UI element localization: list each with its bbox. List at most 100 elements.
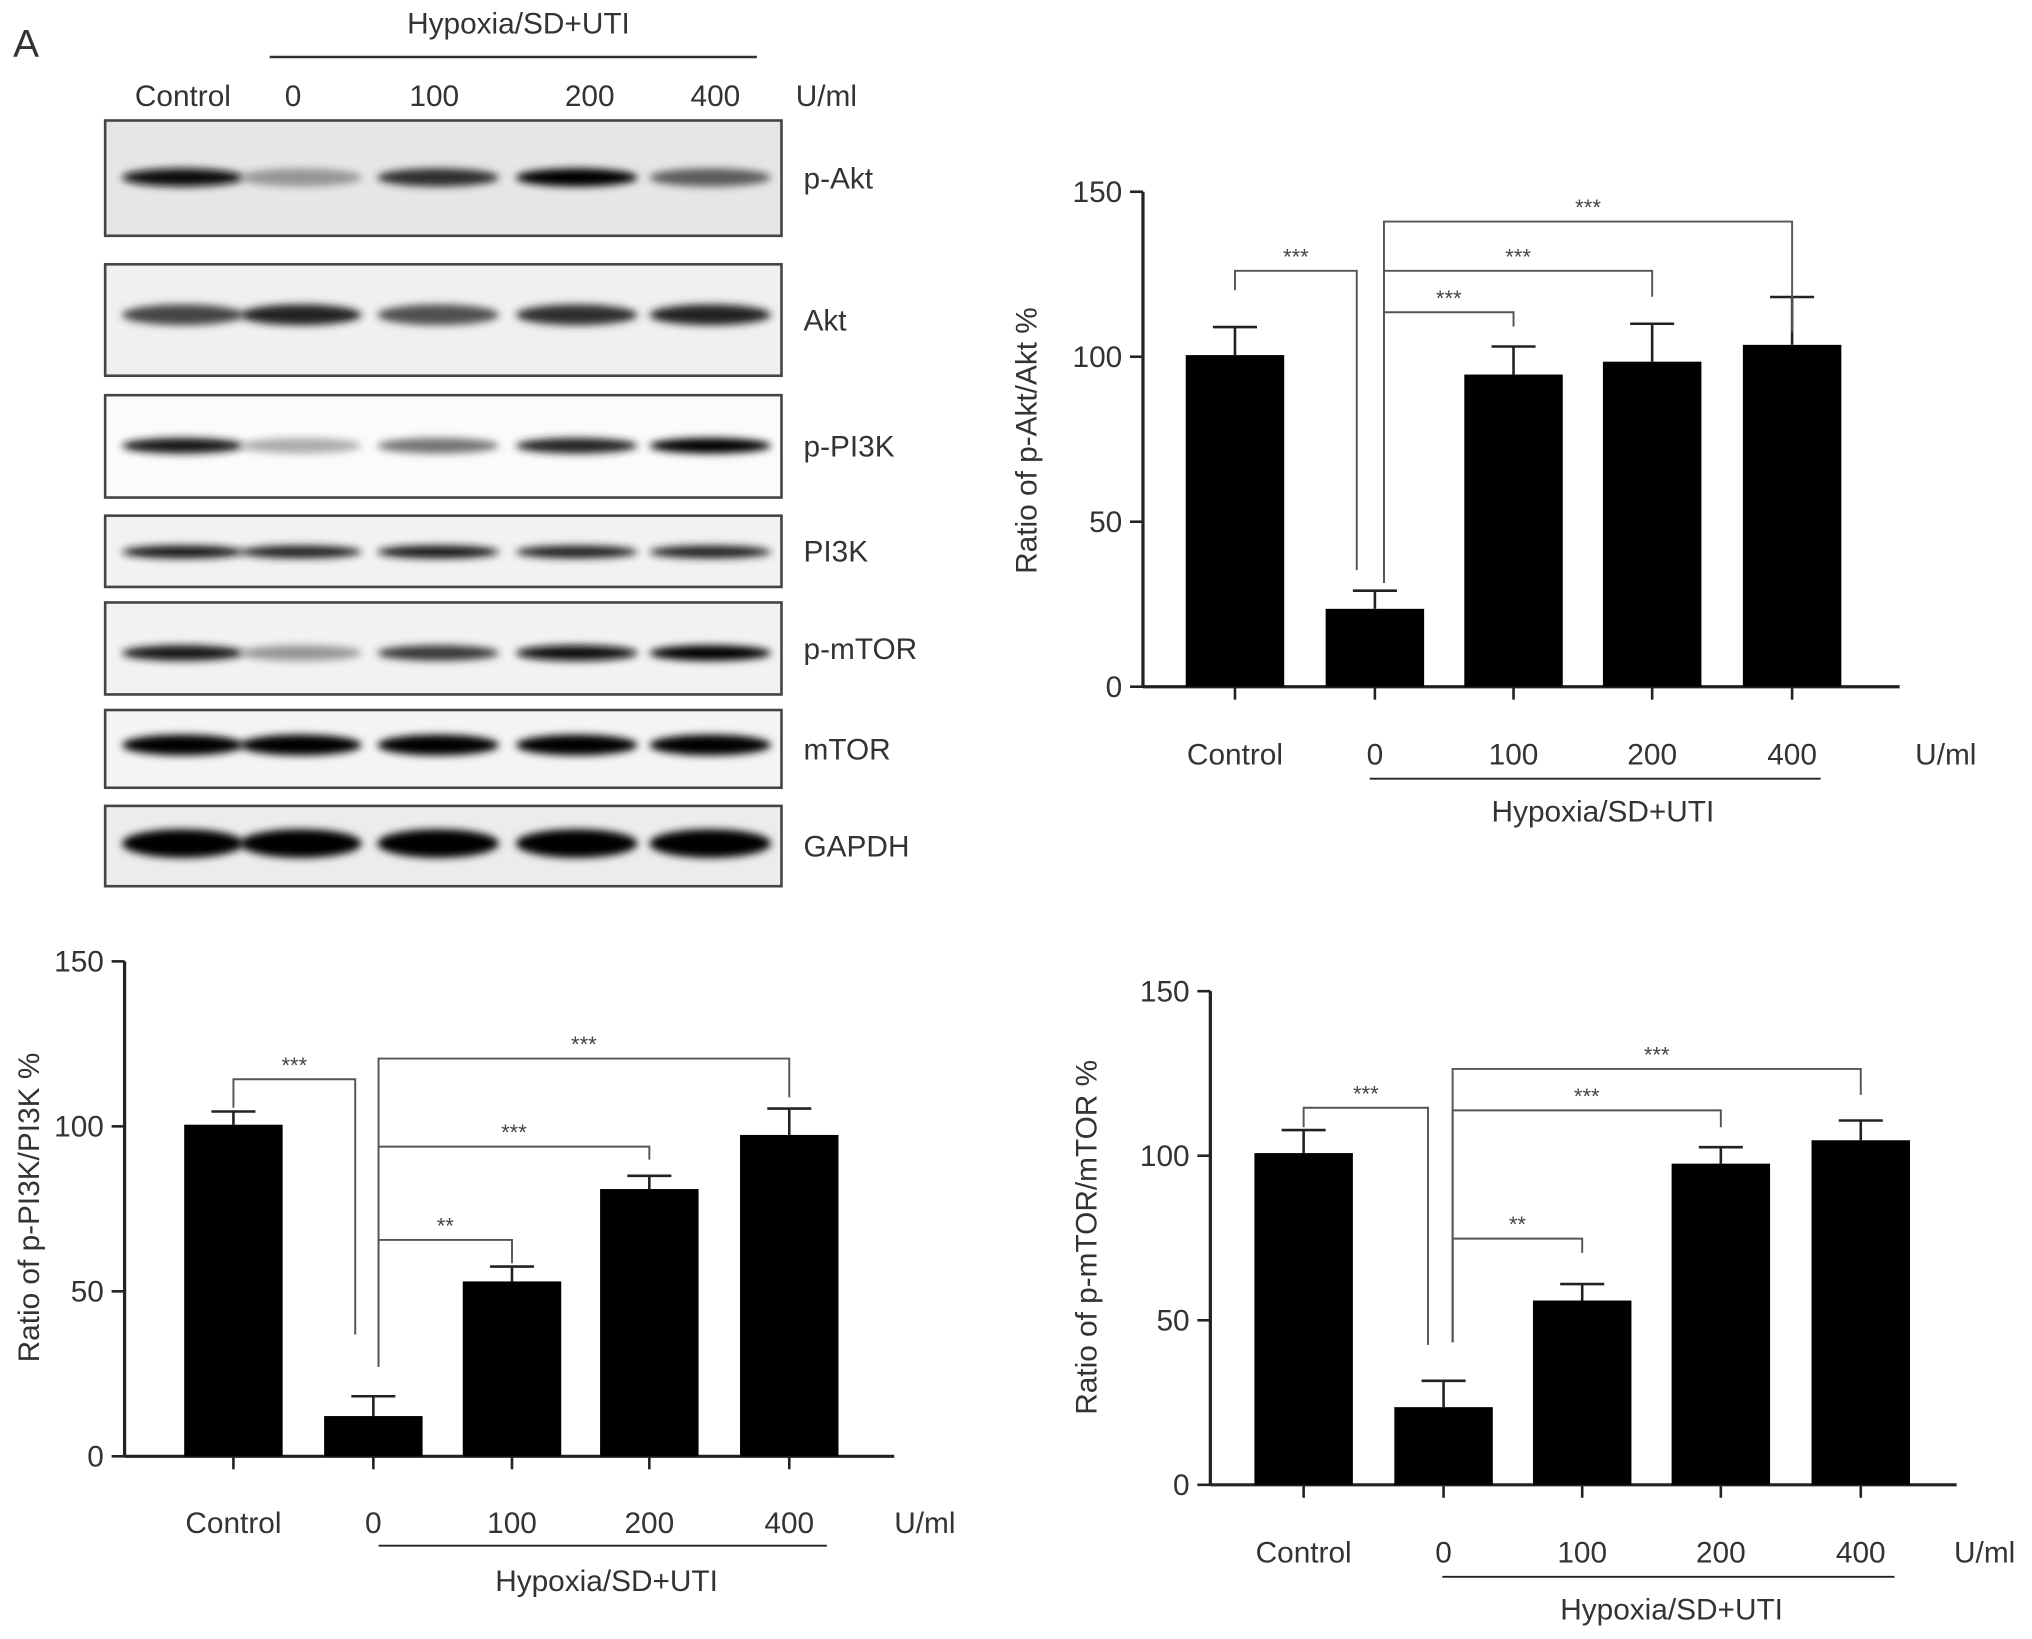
bar-control xyxy=(1254,1153,1353,1485)
bar-control xyxy=(1185,355,1285,687)
y-tick-label: 150 xyxy=(54,946,104,979)
bar-0 xyxy=(1394,1407,1493,1485)
x-tick-label: Control xyxy=(1187,738,1283,771)
bar-200 xyxy=(1602,361,1702,687)
blot-row-label: p-Akt xyxy=(804,163,874,196)
significance-label: *** xyxy=(1505,244,1531,269)
y-tick-label: 100 xyxy=(1073,341,1123,374)
blot-row-label: Akt xyxy=(804,304,848,337)
blot-row-label: p-mTOR xyxy=(804,633,918,666)
blot-unit-label: U/ml xyxy=(796,80,857,113)
bracket-line xyxy=(1382,220,1794,584)
blot-band xyxy=(122,304,244,326)
y-axis-label: Ratio of p-mTOR/mTOR % xyxy=(1070,1060,1103,1415)
blot-row-pi3k: PI3K xyxy=(103,514,869,589)
significance-label: *** xyxy=(281,1053,307,1078)
blot-band xyxy=(649,437,772,454)
blot-band xyxy=(377,829,500,858)
chart-2: 0 50 100 150 Ratio of p-PI3K/PI3K % Control 0 1… xyxy=(13,946,955,1598)
blot-band xyxy=(377,645,500,661)
blot-lane-label: Control xyxy=(135,80,231,113)
blot-band xyxy=(377,437,500,454)
y-tick-label: 50 xyxy=(71,1276,104,1309)
blot-band xyxy=(377,168,500,187)
significance-label: ** xyxy=(1509,1212,1527,1237)
blot-band xyxy=(649,734,772,756)
bar-charts: 0 50 100 150 Ratio of p-Akt/Akt % Control 0 100… xyxy=(13,176,2015,1626)
chart-3: 0 50 100 150 Ratio of p-mTOR/mTOR % Control 0 1… xyxy=(1070,976,2015,1627)
significance-bracket: *** xyxy=(377,1032,791,1367)
significance-label: *** xyxy=(571,1032,597,1057)
blot-row-p-pi3k: p-PI3K xyxy=(103,393,895,499)
significance-label: *** xyxy=(1436,286,1462,311)
group-label: Hypoxia/SD+UTI xyxy=(495,1565,718,1598)
blot-row-akt: Akt xyxy=(103,263,848,378)
bar-400 xyxy=(1811,1140,1910,1485)
x-tick-label: 100 xyxy=(487,1507,537,1540)
western-blot: Hypoxia/SD+UTI Control 0 100 200 400 U/ml p-Akt… xyxy=(103,8,918,888)
significance-label: *** xyxy=(1283,244,1309,269)
chart-1: 0 50 100 150 Ratio of p-Akt/Akt % Control 0 100… xyxy=(1011,176,1977,828)
blot-band xyxy=(122,168,244,187)
bar-400 xyxy=(740,1134,839,1457)
x-tick-label: 0 xyxy=(1435,1537,1452,1570)
significance-bracket: *** xyxy=(1302,1081,1429,1345)
y-axis-label: Ratio of p-PI3K/PI3K % xyxy=(13,1053,46,1363)
y-tick-label: 0 xyxy=(87,1441,104,1474)
bar-control xyxy=(184,1124,283,1457)
x-tick-label: 400 xyxy=(1836,1537,1886,1570)
y-tick-label: 100 xyxy=(54,1111,104,1144)
x-tick-label: 0 xyxy=(1367,738,1384,771)
bar-0 xyxy=(1325,608,1425,687)
blot-band xyxy=(239,437,362,454)
blot-row-p-mtor: p-mTOR xyxy=(103,601,918,696)
blot-row-mtor: mTOR xyxy=(103,708,891,790)
blot-row-label: GAPDH xyxy=(804,830,910,863)
bar-100 xyxy=(462,1281,562,1457)
bar-200 xyxy=(1671,1163,1771,1485)
blot-band xyxy=(122,545,244,559)
unit-label: U/ml xyxy=(1915,738,1976,771)
x-tick-label: 200 xyxy=(624,1507,674,1540)
x-tick-label: 200 xyxy=(1627,738,1677,771)
blot-row-label: PI3K xyxy=(804,536,869,569)
bar-0 xyxy=(324,1416,423,1457)
blot-band xyxy=(649,645,772,661)
blot-band xyxy=(377,304,500,326)
blot-band xyxy=(122,437,244,454)
y-tick-label: 150 xyxy=(1073,176,1123,209)
blot-lane-label: 100 xyxy=(409,80,459,113)
y-tick-label: 50 xyxy=(1089,506,1122,539)
x-tick-label: 0 xyxy=(365,1507,382,1540)
blot-group-label: Hypoxia/SD+UTI xyxy=(407,8,630,41)
blot-band xyxy=(515,545,638,559)
x-tick-label: 200 xyxy=(1696,1537,1746,1570)
y-tick-label: 150 xyxy=(1140,976,1190,1009)
bar-100 xyxy=(1464,374,1563,687)
significance-label: *** xyxy=(1644,1042,1670,1067)
unit-label: U/ml xyxy=(894,1507,955,1540)
blot-band xyxy=(239,545,362,559)
blot-band xyxy=(515,304,638,326)
bracket-line xyxy=(1302,1106,1429,1345)
blot-band xyxy=(515,645,638,661)
x-tick-label: 400 xyxy=(1767,738,1817,771)
significance-label: *** xyxy=(1575,195,1601,220)
blot-row-label: p-PI3K xyxy=(804,431,895,464)
bracket-line xyxy=(232,1078,357,1335)
blot-band xyxy=(649,545,772,559)
blot-band xyxy=(122,645,244,661)
x-tick-label: Control xyxy=(1256,1537,1352,1570)
y-tick-label: 100 xyxy=(1140,1140,1190,1173)
blot-band xyxy=(649,168,772,187)
blot-band xyxy=(239,304,362,326)
blot-lane-label: 200 xyxy=(565,80,615,113)
bar-200 xyxy=(600,1189,699,1457)
significance-bracket: *** xyxy=(1451,1042,1862,1343)
unit-label: U/ml xyxy=(1954,1537,2015,1570)
bracket-line xyxy=(1233,269,1358,571)
blot-band xyxy=(515,829,638,858)
blot-row-gapdh: GAPDH xyxy=(103,804,910,888)
blot-band xyxy=(122,829,244,858)
